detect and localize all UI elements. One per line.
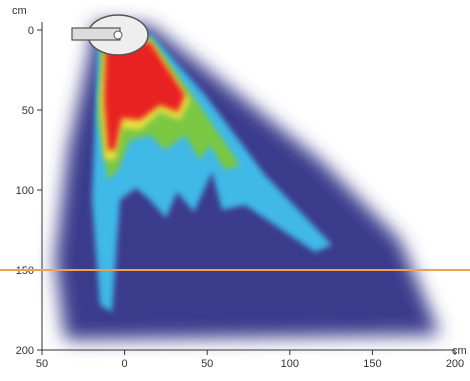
x-tick-label: 150: [363, 358, 381, 370]
x-tick-label: 50: [201, 358, 213, 370]
x-tick-label: 200: [446, 358, 464, 370]
x-tick-label: 100: [281, 358, 299, 370]
y-tick-label: 0: [28, 25, 34, 37]
y-tick-label: 50: [22, 105, 34, 117]
y-tick-label: 100: [16, 185, 34, 197]
y-axis-label: cm: [12, 5, 27, 17]
y-tick-label: 200: [16, 345, 34, 357]
dose-plume: [55, 22, 440, 340]
x-tick-label: 0: [122, 358, 128, 370]
chart: cm cm 05010015020050050100150200: [0, 0, 470, 376]
x-axis-label: cm: [452, 345, 467, 357]
x-tick-label: 50: [36, 358, 48, 370]
source-gadget: [72, 15, 148, 55]
